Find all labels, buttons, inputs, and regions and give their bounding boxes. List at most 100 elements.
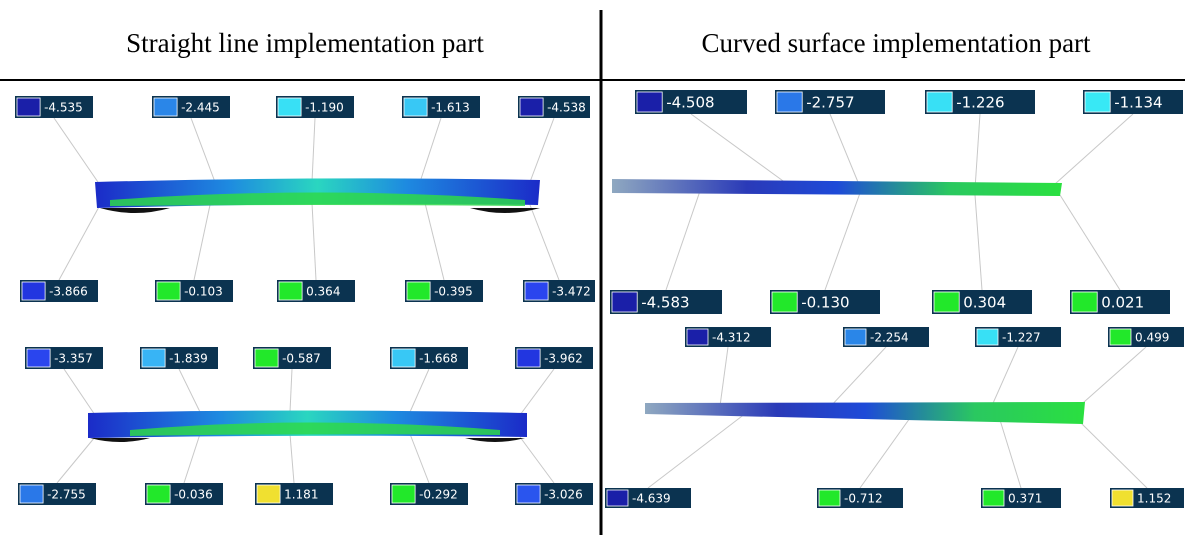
color-swatch: [525, 282, 548, 300]
label-value: -4.538: [547, 101, 586, 115]
color-swatch: [517, 349, 540, 367]
color-swatch: [637, 92, 662, 112]
label-value: -4.312: [712, 331, 751, 345]
label-value: -3.357: [54, 352, 93, 366]
deviation-label: -1.226: [925, 90, 1035, 114]
label-value: -1.668: [419, 352, 458, 366]
deviation-label: -1.190: [276, 96, 354, 118]
label-value: 0.364: [306, 285, 340, 299]
label-value: -3.026: [544, 488, 583, 502]
deviation-label: -0.103: [155, 280, 233, 302]
deviation-label: -1.668: [390, 347, 468, 369]
deviation-label: 0.371: [981, 488, 1061, 508]
deviation-label: -0.712: [817, 488, 903, 508]
color-swatch: [257, 485, 280, 503]
deviation-label: 1.152: [1110, 488, 1184, 508]
deviation-label: -1.839: [140, 347, 218, 369]
color-swatch: [17, 98, 40, 116]
label-value: -2.757: [806, 94, 854, 112]
deviation-label: -0.395: [405, 280, 483, 302]
label-value: -0.712: [844, 492, 883, 506]
color-swatch: [157, 282, 180, 300]
deviation-label: 0.499: [1108, 327, 1184, 347]
label-value: -3.472: [552, 285, 591, 299]
color-swatch: [392, 485, 415, 503]
label-value: -2.755: [47, 488, 86, 502]
deviation-label: -3.472: [523, 280, 595, 302]
color-swatch: [1112, 490, 1133, 506]
deviation-label: -2.254: [843, 327, 929, 347]
deviation-label: -2.757: [775, 90, 885, 114]
figure: Straight line implementation part Curved…: [0, 0, 1185, 535]
color-swatch: [687, 329, 708, 345]
color-swatch: [278, 98, 301, 116]
label-value: -4.508: [666, 94, 714, 112]
deviation-label: -4.538: [518, 96, 590, 118]
label-value: -4.535: [44, 101, 83, 115]
color-swatch: [404, 98, 427, 116]
color-swatch: [819, 490, 840, 506]
deviation-label: -1.227: [975, 327, 1061, 347]
label-value: -0.292: [419, 488, 458, 502]
color-swatch: [517, 485, 540, 503]
label-value: -1.190: [305, 101, 344, 115]
label-value: 0.021: [1101, 294, 1144, 312]
deviation-label: -3.962: [515, 347, 593, 369]
color-swatch: [20, 485, 43, 503]
color-swatch: [279, 282, 302, 300]
color-swatch: [934, 292, 959, 312]
color-swatch: [772, 292, 797, 312]
label-value: -4.639: [632, 492, 671, 506]
label-value: -1.613: [431, 101, 470, 115]
color-swatch: [1072, 292, 1097, 312]
color-swatch: [154, 98, 177, 116]
label-value: -0.130: [801, 294, 849, 312]
label-value: -0.036: [174, 488, 213, 502]
label-value: -0.395: [434, 285, 473, 299]
color-swatch: [845, 329, 866, 345]
label-value: 0.371: [1008, 492, 1042, 506]
color-swatch: [1085, 92, 1110, 112]
label-value: 1.181: [284, 488, 318, 502]
label-value: -3.866: [49, 285, 88, 299]
color-swatch: [777, 92, 802, 112]
panel-title: Straight line implementation part: [126, 28, 484, 58]
label-value: -1.839: [169, 352, 208, 366]
color-swatch: [983, 490, 1004, 506]
deviation-label: -4.508: [635, 90, 747, 114]
color-swatch: [927, 92, 952, 112]
color-swatch: [607, 490, 628, 506]
deviation-label: 0.021: [1070, 290, 1170, 314]
label-value: -1.227: [1002, 331, 1041, 345]
deviation-label: 1.181: [255, 483, 333, 505]
deviation-label: -4.312: [685, 327, 771, 347]
label-value: -1.134: [1114, 94, 1162, 112]
color-swatch: [612, 292, 637, 312]
color-swatch: [1110, 329, 1131, 345]
deviation-label: -1.134: [1083, 90, 1183, 114]
deviation-label: -3.866: [20, 280, 98, 302]
deviation-label: -4.639: [605, 488, 691, 508]
label-value: -0.103: [184, 285, 223, 299]
label-value: -3.962: [544, 352, 583, 366]
deviation-label: -3.026: [515, 483, 593, 505]
deviation-label: 0.304: [932, 290, 1032, 314]
deviation-label: -0.587: [253, 347, 331, 369]
color-swatch: [22, 282, 45, 300]
label-value: -2.445: [181, 101, 220, 115]
panel-title: Curved surface implementation part: [701, 28, 1091, 58]
deviation-label: -0.130: [770, 290, 880, 314]
deviation-label: -1.613: [402, 96, 480, 118]
color-swatch: [142, 349, 165, 367]
label-value: -4.583: [641, 294, 689, 312]
deviation-label: -0.036: [145, 483, 223, 505]
color-swatch: [392, 349, 415, 367]
label-value: 1.152: [1137, 492, 1171, 506]
color-swatch: [27, 349, 50, 367]
deviation-label: -4.535: [15, 96, 93, 118]
deviation-label: -2.755: [18, 483, 96, 505]
label-value: -0.587: [282, 352, 321, 366]
color-swatch: [977, 329, 998, 345]
deviation-label: -0.292: [390, 483, 468, 505]
deviation-label: -4.583: [610, 290, 722, 314]
